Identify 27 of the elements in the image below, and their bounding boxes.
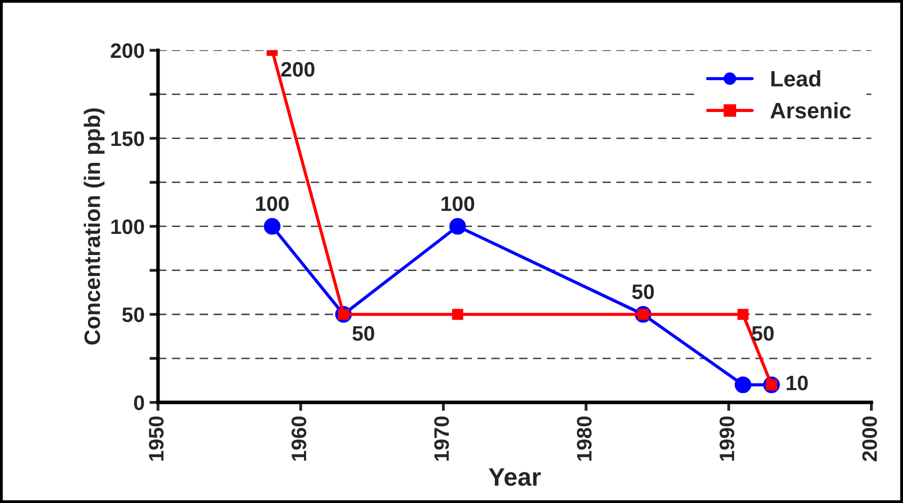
x-tick-label: 1950 (148, 416, 164, 461)
legend-label: Lead (771, 70, 820, 87)
y-axis-title: Concentration (in ppb) (84, 108, 105, 345)
data-label: 100 (256, 196, 289, 212)
y-tick-label: 200 (110, 43, 144, 58)
data-label: 100 (442, 196, 474, 212)
x-tick-label: 1960 (292, 416, 306, 461)
data-label: 50 (752, 326, 774, 341)
x-axis-title: Year (488, 468, 541, 486)
x-tick-label: 1970 (434, 416, 449, 461)
point (264, 218, 280, 235)
x-tick-label: 1980 (576, 416, 592, 461)
data-label: 200 (281, 62, 314, 77)
y-tick-label: 150 (111, 131, 144, 146)
point (452, 308, 464, 320)
y-tick-label: 100 (111, 219, 144, 234)
data-label: 10 (786, 376, 808, 390)
data-label: 50 (352, 326, 374, 341)
x-tick-label: 2000 (862, 416, 877, 462)
x-tick-label: 1990 (720, 416, 734, 461)
point (734, 376, 752, 394)
y-tick-label: 0 (134, 395, 144, 410)
y-tick-label: 50 (122, 307, 144, 322)
point (737, 308, 749, 320)
legend-label: Arsenic (770, 102, 851, 118)
data-label: 50 (632, 284, 654, 300)
point (449, 218, 466, 235)
